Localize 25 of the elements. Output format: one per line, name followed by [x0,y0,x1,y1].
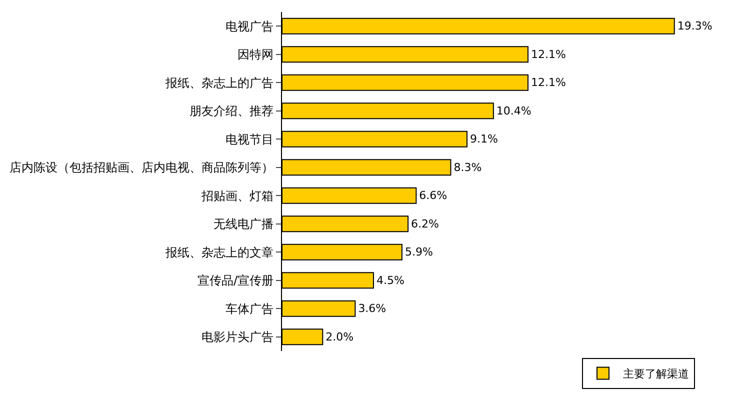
data-label: 9.1% [470,132,498,146]
legend-label: 主要了解渠道 [623,368,689,381]
data-label: 12.1% [530,76,566,90]
data-label: 5.9% [404,246,433,259]
y-tick-label: 无线电广播 [214,217,274,232]
data-label: 19.3% [677,20,712,33]
y-tick-label: 车体广告 [226,302,274,316]
y-tick-label: 店内陈设（包括招贴画、店内电视、商品陈列等） [10,160,274,175]
data-label: 12.1% [530,48,566,61]
data-label: 4.5% [376,274,404,287]
y-tick-label: 电影片头广告 [202,330,274,344]
y-tick-label: 因特网 [238,48,274,62]
data-label: 2.0% [326,330,354,344]
y-tick-label: 报纸、杂志上的文章 [164,245,274,260]
y-tick-label: 宣传品/宣传册 [198,274,274,288]
data-label: 6.6% [419,189,448,202]
data-label: 6.2% [411,217,439,230]
y-tick-label: 电视广告 [226,19,274,34]
y-tick-label: 朋友介绍、推荐 [190,104,274,118]
data-label: 3.6% [358,302,386,316]
y-tick-label: 招贴画、灯箱 [200,188,274,203]
y-tick-label: 报纸、杂志上的广告 [164,76,274,90]
y-tick-label: 电视节目 [226,132,274,146]
data-label: 10.4% [496,104,532,118]
data-label: 8.3% [454,160,482,174]
